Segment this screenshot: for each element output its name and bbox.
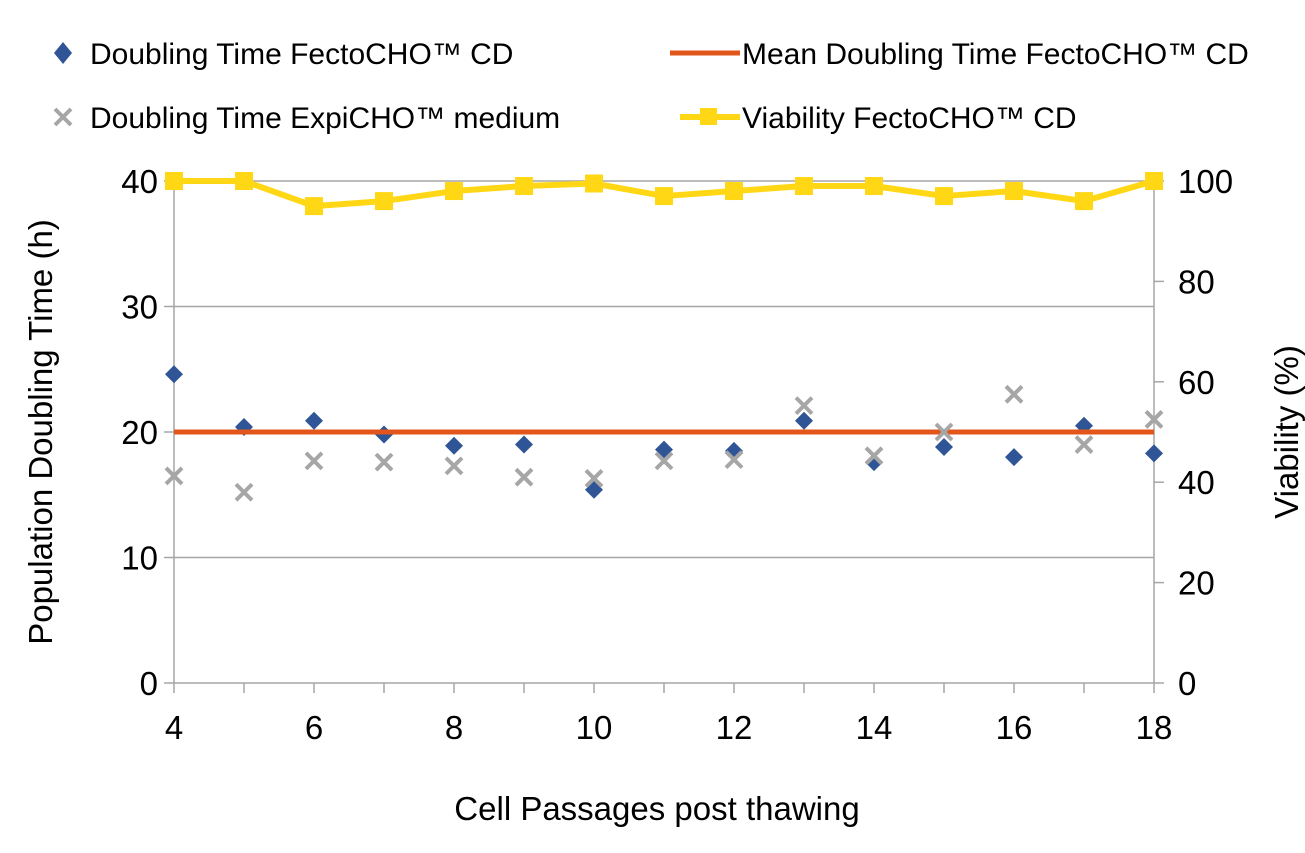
x-tick-label: 12: [716, 709, 753, 746]
data-point-square: [585, 174, 603, 193]
x-tick-label: 14: [856, 709, 893, 746]
x-tick-label: 8: [445, 709, 463, 746]
series-2: [164, 384, 1164, 502]
data-point-x: [1074, 435, 1094, 454]
data-point-square: [865, 177, 883, 196]
x-tick-label: 18: [1136, 709, 1173, 746]
axes: [164, 180, 1164, 693]
data-point-diamond: [1005, 448, 1023, 467]
data-point-square: [725, 182, 743, 201]
data-point-diamond: [795, 411, 813, 430]
series-3: [165, 172, 1163, 216]
diamond-marker-icon: [54, 42, 72, 64]
data-point-x: [444, 456, 464, 476]
data-point-x: [654, 451, 674, 471]
legend-label: Mean Doubling Time FectoCHO™ CD: [742, 38, 1249, 71]
y-axis-title: Population Doubling Time (h): [22, 219, 59, 645]
data-point-diamond: [515, 435, 533, 454]
x-tick-label: 10: [576, 709, 613, 746]
data-point-square: [1075, 192, 1093, 211]
data-point-x: [584, 469, 604, 488]
legend-item-doubling-expicho: Doubling Time ExpiCHO™ medium: [53, 102, 560, 135]
tick-labels: 0 10 20 30 40 0 20 40 60 80 100 4 6 8 10 12 14 16 18: [121, 163, 1233, 746]
data-point-square: [305, 197, 323, 216]
y2-tick-label: 0: [1178, 665, 1196, 702]
x-tick-label: 4: [165, 709, 183, 746]
y2-tick-label: 40: [1178, 464, 1215, 501]
data-point-square: [375, 192, 393, 211]
data-point-x: [514, 467, 534, 487]
data-point-x: [794, 396, 814, 416]
data-point-square: [935, 187, 953, 206]
data-point-square: [235, 172, 253, 190]
data-point-x: [864, 446, 884, 466]
legend: Doubling Time FectoCHO™ CD Mean Doubling…: [53, 38, 1249, 135]
x-tick-label: 16: [996, 709, 1033, 746]
data-point-square: [795, 177, 813, 196]
x-axis-title: Cell Passages post thawing: [454, 790, 859, 827]
series-layer: [164, 172, 1164, 502]
data-point-diamond: [445, 436, 463, 455]
y-tick-label: 40: [121, 163, 158, 200]
data-point-x: [234, 482, 254, 502]
y2-tick-label: 100: [1178, 163, 1233, 200]
y-tick-label: 30: [121, 289, 158, 326]
y2-tick-label: 60: [1178, 364, 1215, 401]
data-point-x: [1144, 410, 1164, 429]
x-marker-icon: [53, 107, 73, 127]
data-point-x: [1004, 384, 1024, 404]
data-point-square: [445, 182, 463, 201]
legend-label: Viability FectoCHO™ CD: [742, 102, 1077, 135]
legend-item-viability: Viability FectoCHO™ CD: [680, 102, 1077, 135]
x-tick-label: 6: [305, 709, 323, 746]
y-tick-label: 10: [121, 540, 158, 577]
data-point-diamond: [165, 365, 183, 384]
data-point-square: [165, 172, 183, 190]
square-marker-icon: [700, 108, 717, 125]
y2-axis-title: Viability (%): [1268, 345, 1305, 519]
data-point-square: [655, 187, 673, 206]
data-point-diamond: [375, 425, 393, 444]
legend-item-mean-doubling: Mean Doubling Time FectoCHO™ CD: [670, 38, 1249, 71]
legend-label: Doubling Time ExpiCHO™ medium: [90, 102, 560, 135]
data-point-x: [164, 466, 184, 486]
data-point-diamond: [305, 411, 323, 430]
legend-item-doubling-fectocho: Doubling Time FectoCHO™ CD: [54, 38, 513, 71]
data-point-square: [515, 177, 533, 196]
data-point-x: [934, 422, 954, 442]
y-tick-label: 0: [140, 665, 158, 702]
data-point-x: [304, 451, 324, 471]
y2-tick-label: 80: [1178, 263, 1215, 300]
data-point-diamond: [1145, 444, 1163, 463]
gridlines: [174, 180, 1154, 559]
data-point-square: [1005, 182, 1023, 201]
data-point-x: [724, 450, 744, 470]
y2-tick-label: 20: [1178, 565, 1215, 602]
data-point-x: [374, 452, 394, 472]
data-point-diamond: [935, 438, 953, 457]
y-tick-label: 20: [121, 414, 158, 451]
data-point-square: [1145, 172, 1163, 190]
legend-label: Doubling Time FectoCHO™ CD: [90, 38, 513, 71]
